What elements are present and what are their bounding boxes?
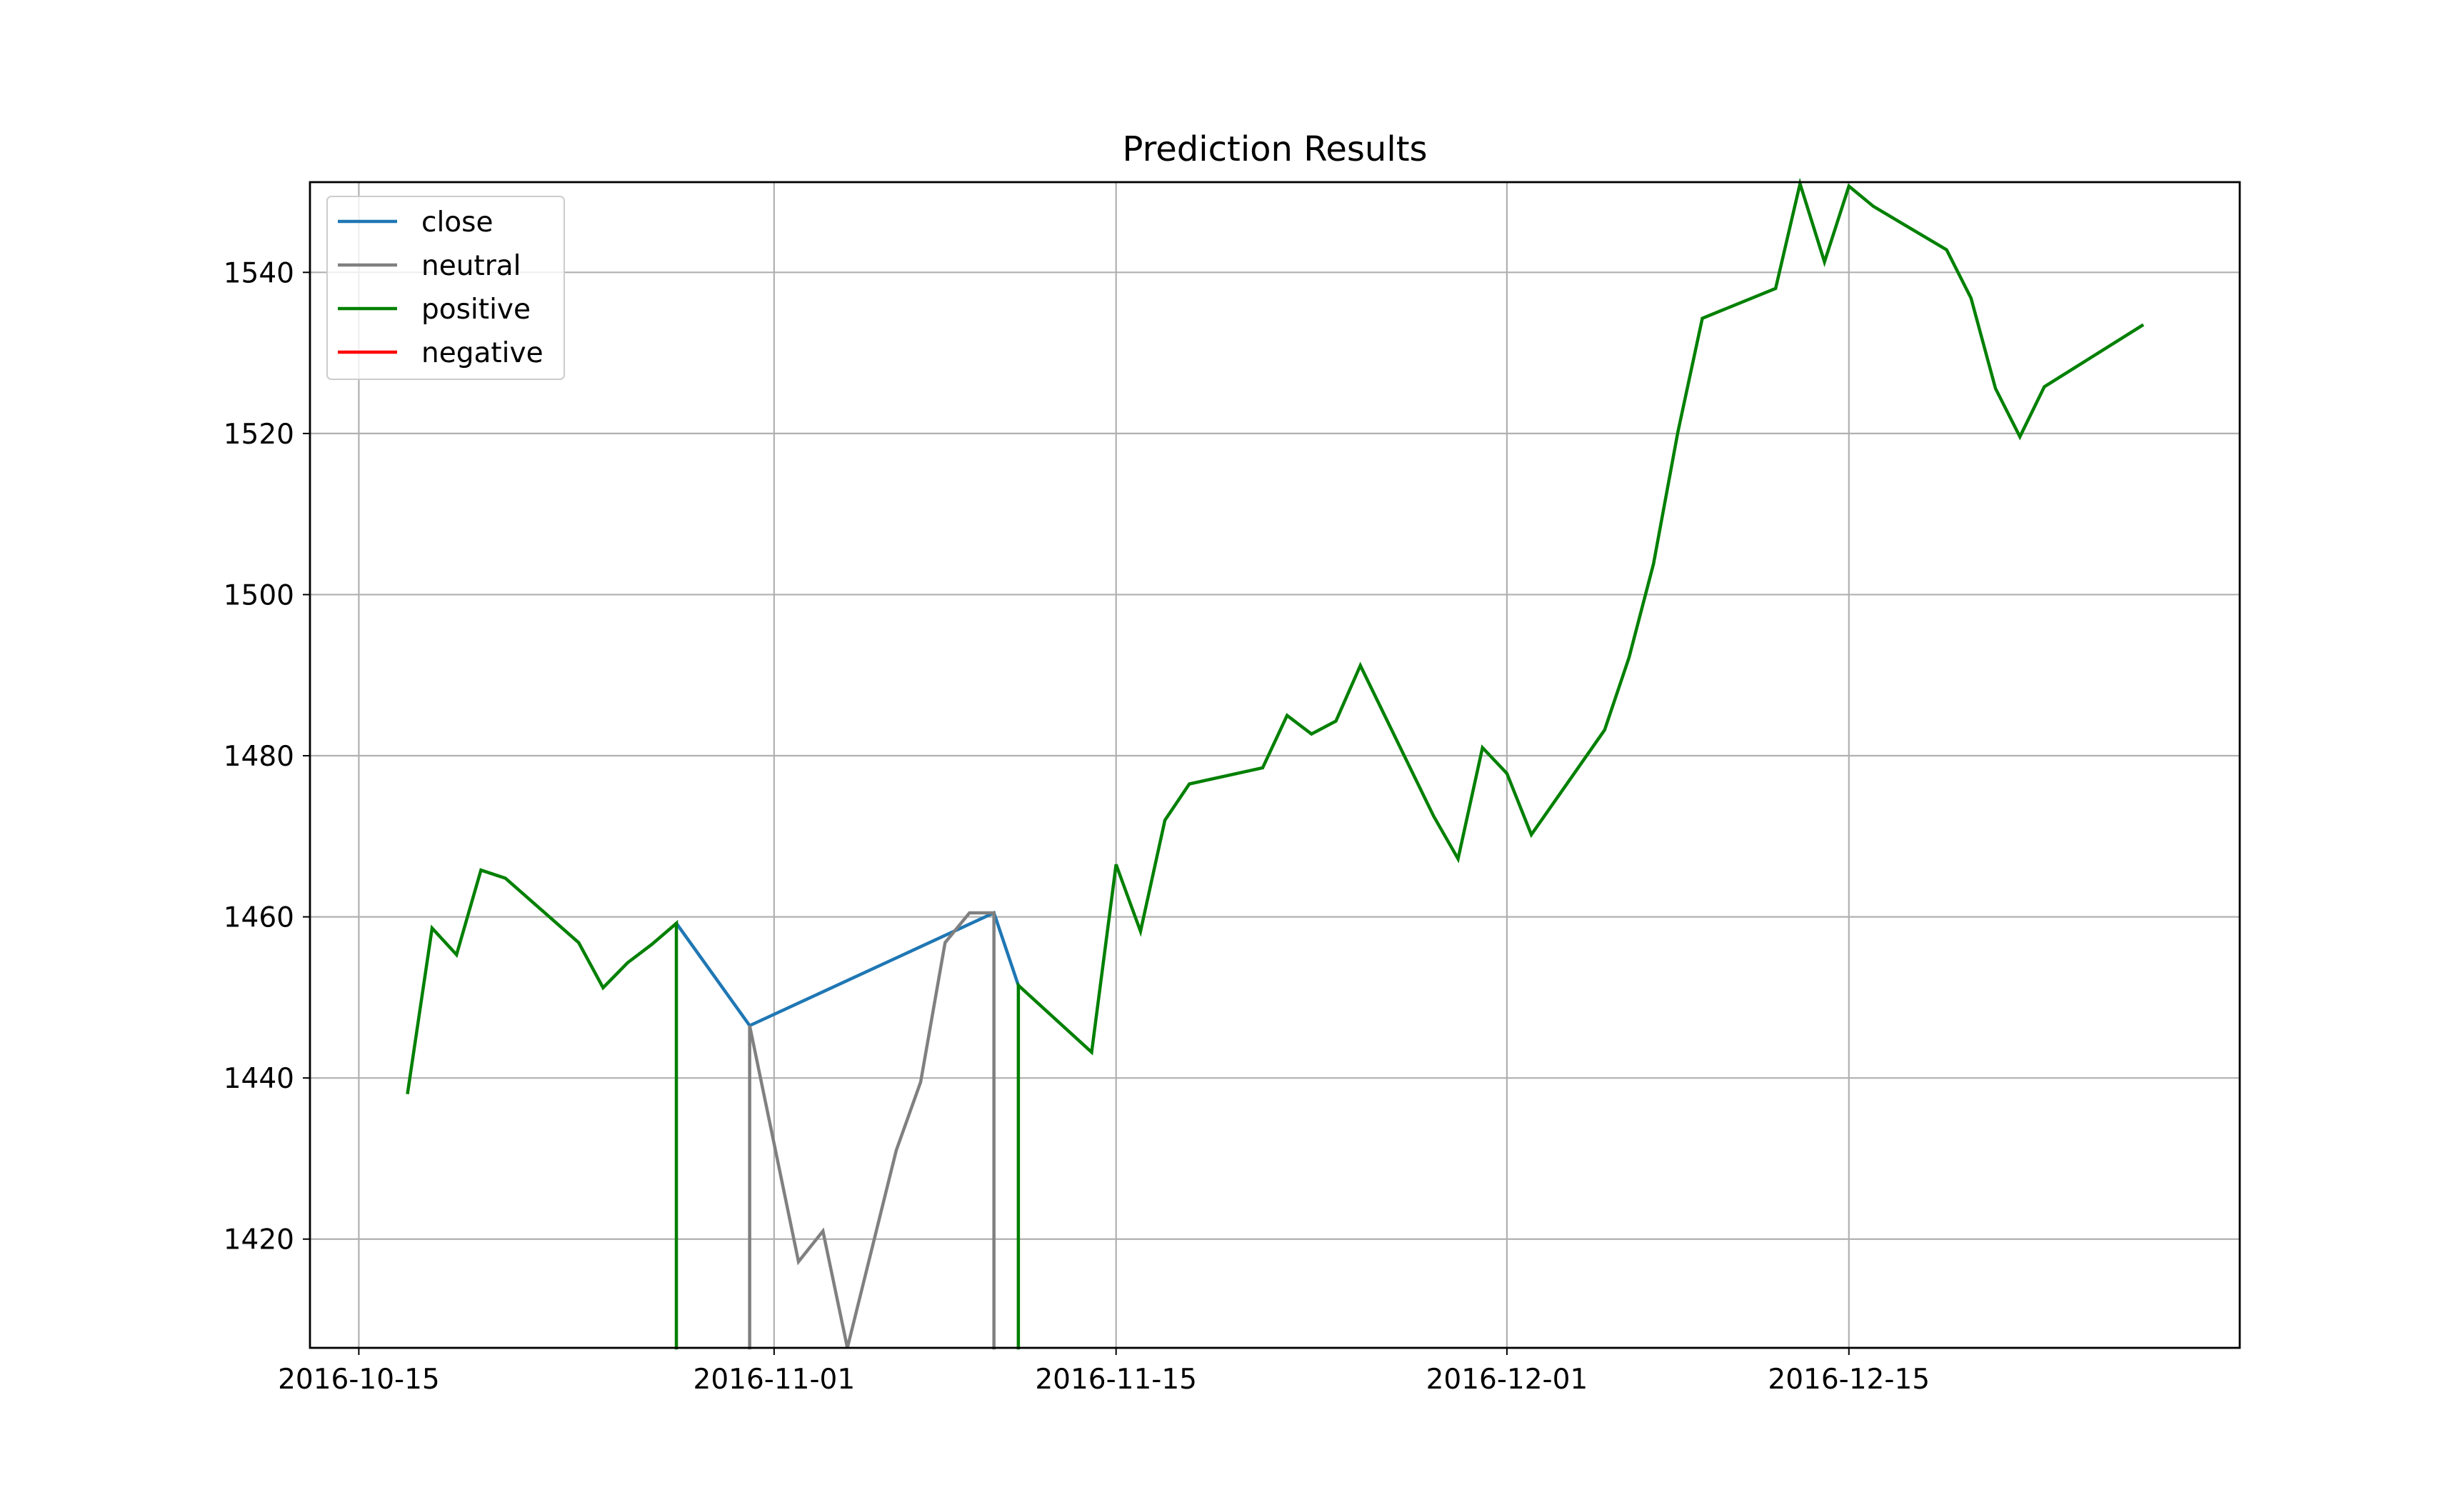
series-lines	[406, 177, 2145, 1350]
legend-label-neutral: neutral	[421, 250, 521, 282]
y-tick-label-4: 1500	[224, 579, 294, 611]
x-tick-label-3: 2016-12-01	[1426, 1364, 1588, 1396]
legend-label-close: close	[421, 206, 493, 239]
x-tick-label-0: 2016-10-15	[278, 1364, 440, 1396]
legend-label-negative: negative	[421, 337, 544, 369]
x-tick-label-2: 2016-11-15	[1035, 1364, 1197, 1396]
x-tick-label-4: 2016-12-15	[1768, 1364, 1930, 1396]
legend: close neutral positive negative	[326, 196, 565, 380]
y-tick-label-5: 1520	[224, 419, 294, 451]
legend-box	[326, 196, 565, 380]
series-line-positive-1	[1016, 177, 2145, 1350]
y-tick-label-2: 1460	[224, 902, 294, 934]
y-tick-label-1: 1440	[224, 1063, 294, 1095]
grid-lines	[310, 182, 2240, 1348]
series-line-neutral-0	[748, 911, 996, 1350]
y-tick-label-0: 1420	[224, 1224, 294, 1256]
y-tick-label-3: 1480	[224, 741, 294, 773]
legend-label-positive: positive	[421, 294, 531, 326]
plot-frame	[309, 181, 2241, 1349]
series-line-positive-0	[406, 868, 678, 1350]
series-line-close-0	[673, 910, 1021, 1028]
y-tick-label-6: 1540	[224, 257, 294, 289]
x-tick-label-1: 2016-11-01	[693, 1364, 856, 1396]
axis-ticks: 2016-10-15 2016-11-01 2016-11-15 2016-12-01…	[224, 257, 1930, 1396]
chart-title: Prediction Results	[1122, 129, 1427, 169]
